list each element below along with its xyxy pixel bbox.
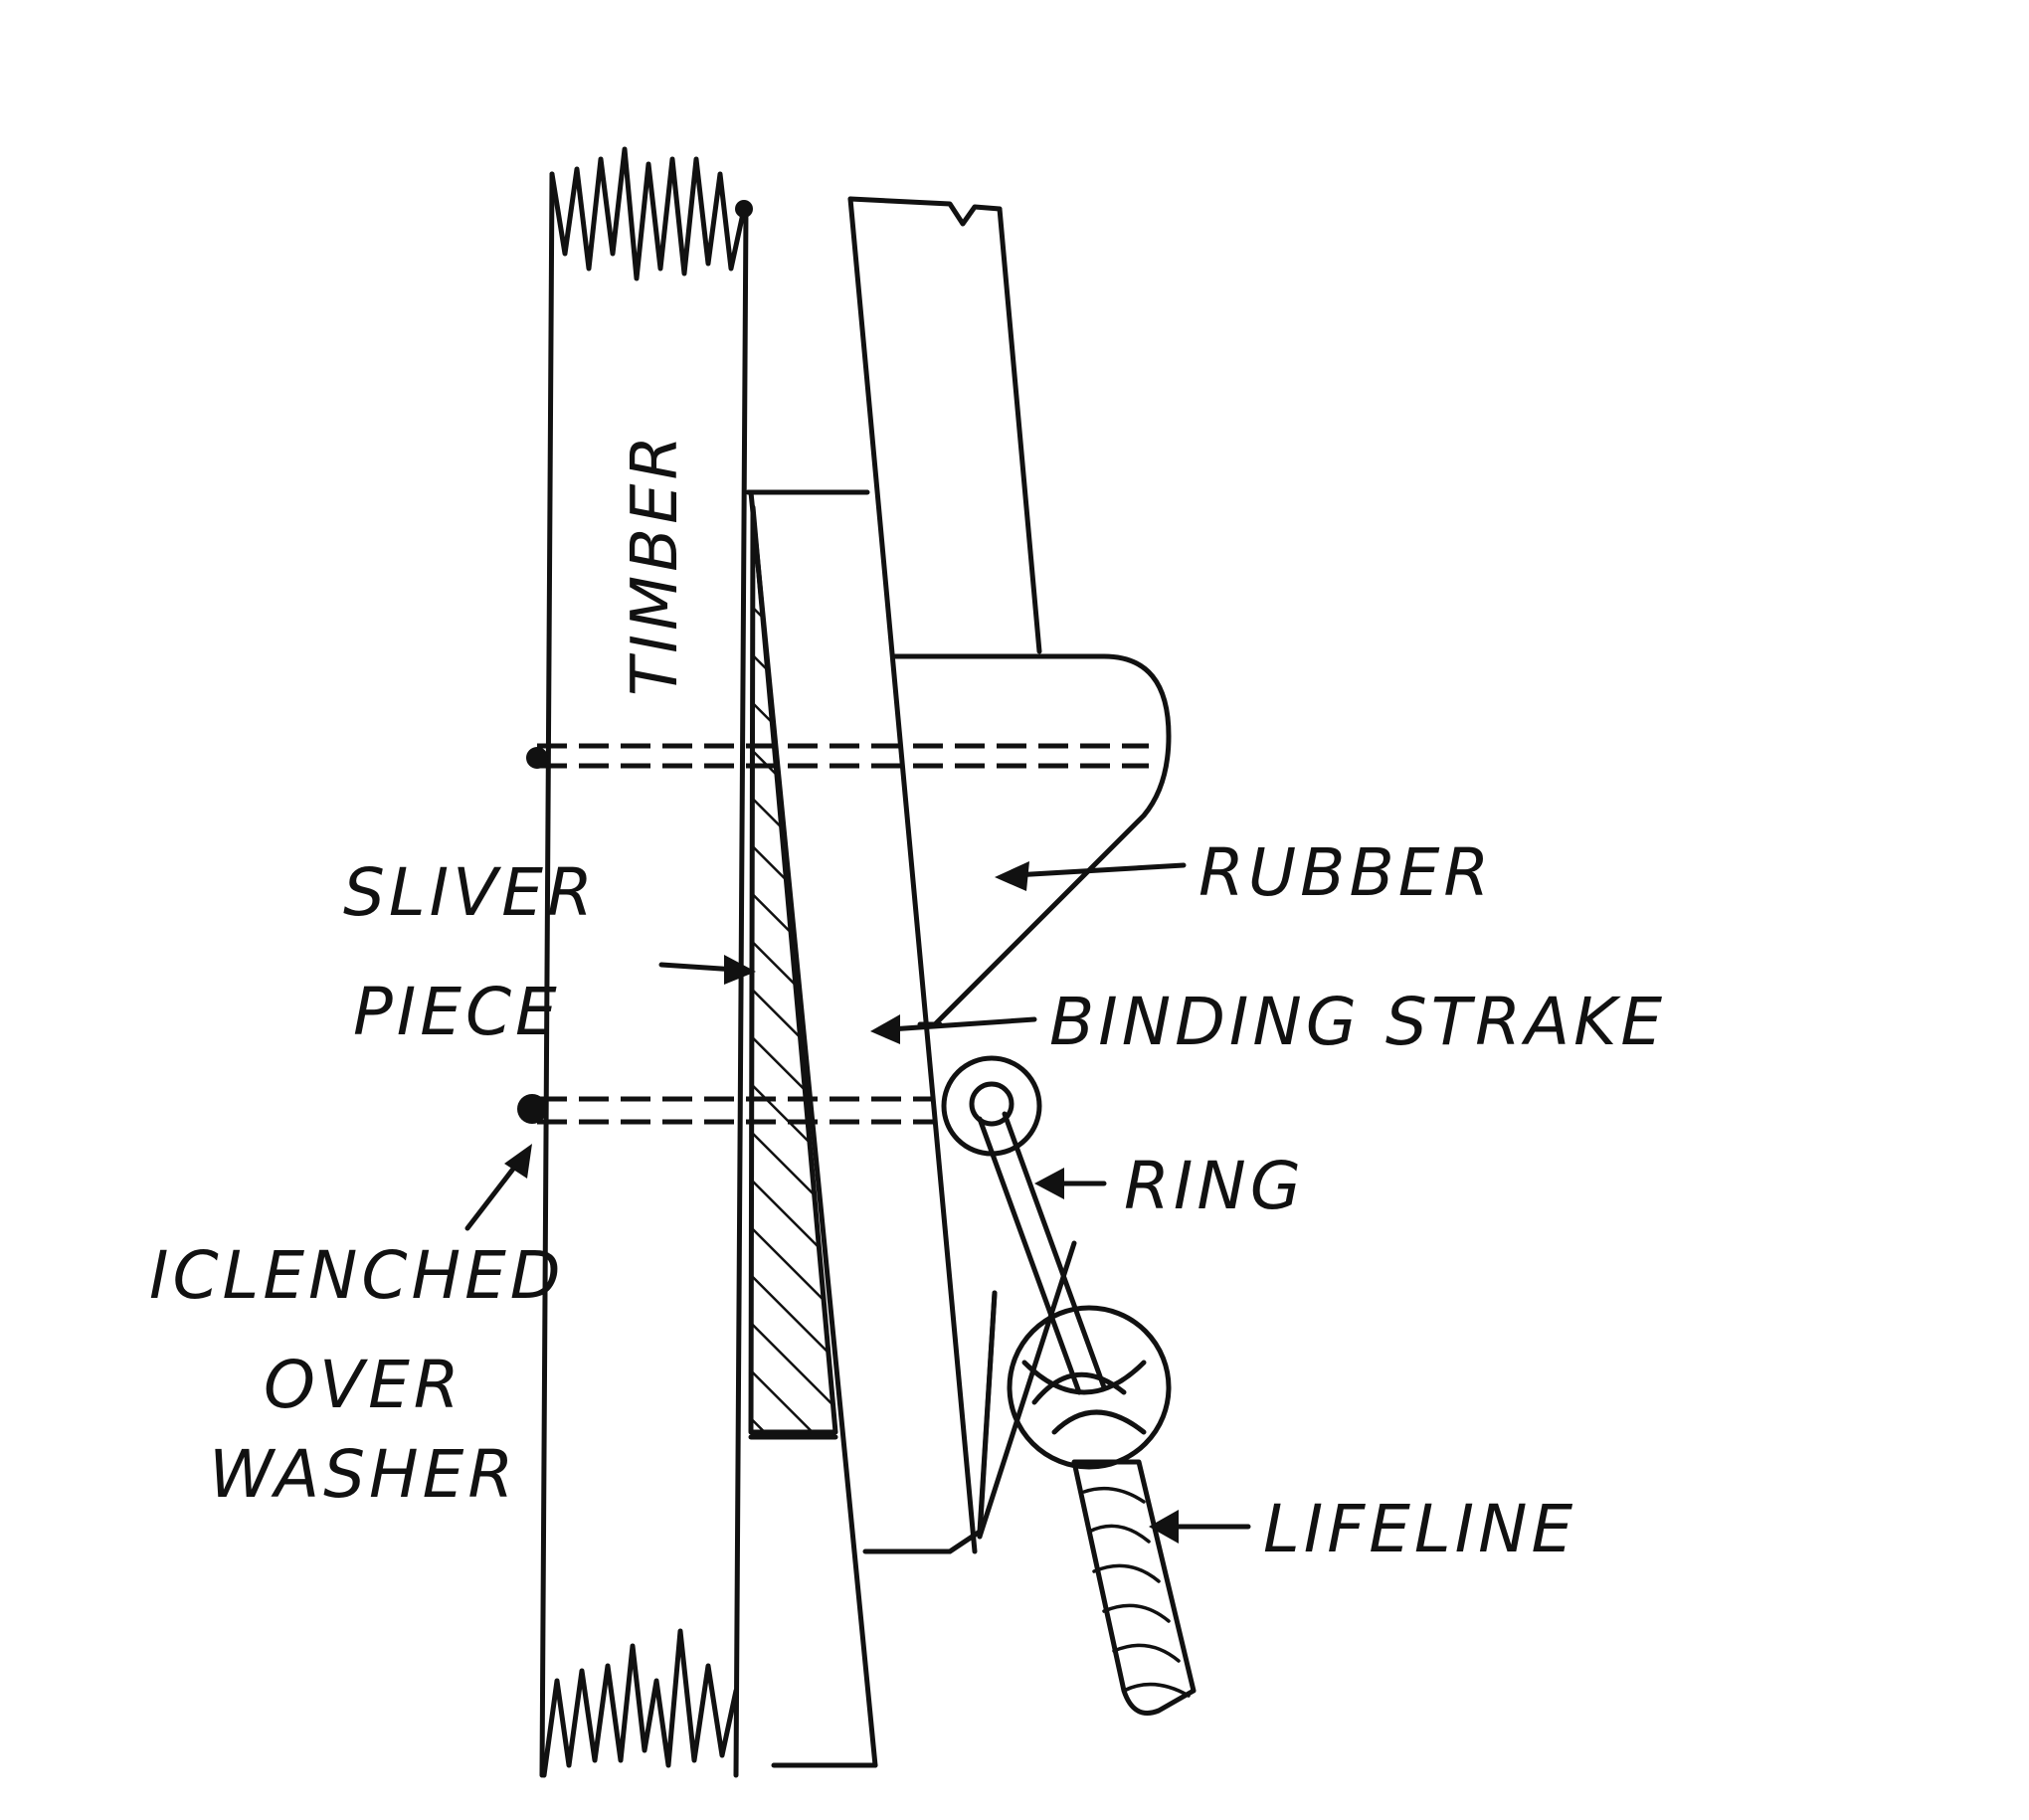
label-rubber: RUBBER (1199, 834, 1493, 911)
timber (539, 146, 753, 1778)
binding-strake (847, 196, 1077, 1554)
lower-bolt (517, 1094, 935, 1125)
label-sliver: SLIVER (343, 854, 597, 931)
label-clenched: ICLENCHED (149, 1237, 565, 1314)
label-ring: RING (1124, 1148, 1305, 1224)
leader-arrows (464, 861, 1251, 1544)
label-washer: WASHER (209, 1436, 517, 1513)
label-piece: PIECE (353, 974, 561, 1050)
label-lifeline: LIFELINE (1263, 1491, 1576, 1567)
upper-bolt (526, 743, 1149, 769)
rubber (892, 653, 1172, 1027)
sliver-piece (745, 489, 878, 1768)
hatched-section (748, 504, 838, 1435)
label-over: OVER (264, 1347, 463, 1423)
label-binding-strake: BINDING STRAKE (1049, 984, 1666, 1060)
lifeline (977, 1111, 1197, 1716)
label-timber: TIMBER (619, 432, 692, 696)
ring (941, 1055, 1042, 1157)
